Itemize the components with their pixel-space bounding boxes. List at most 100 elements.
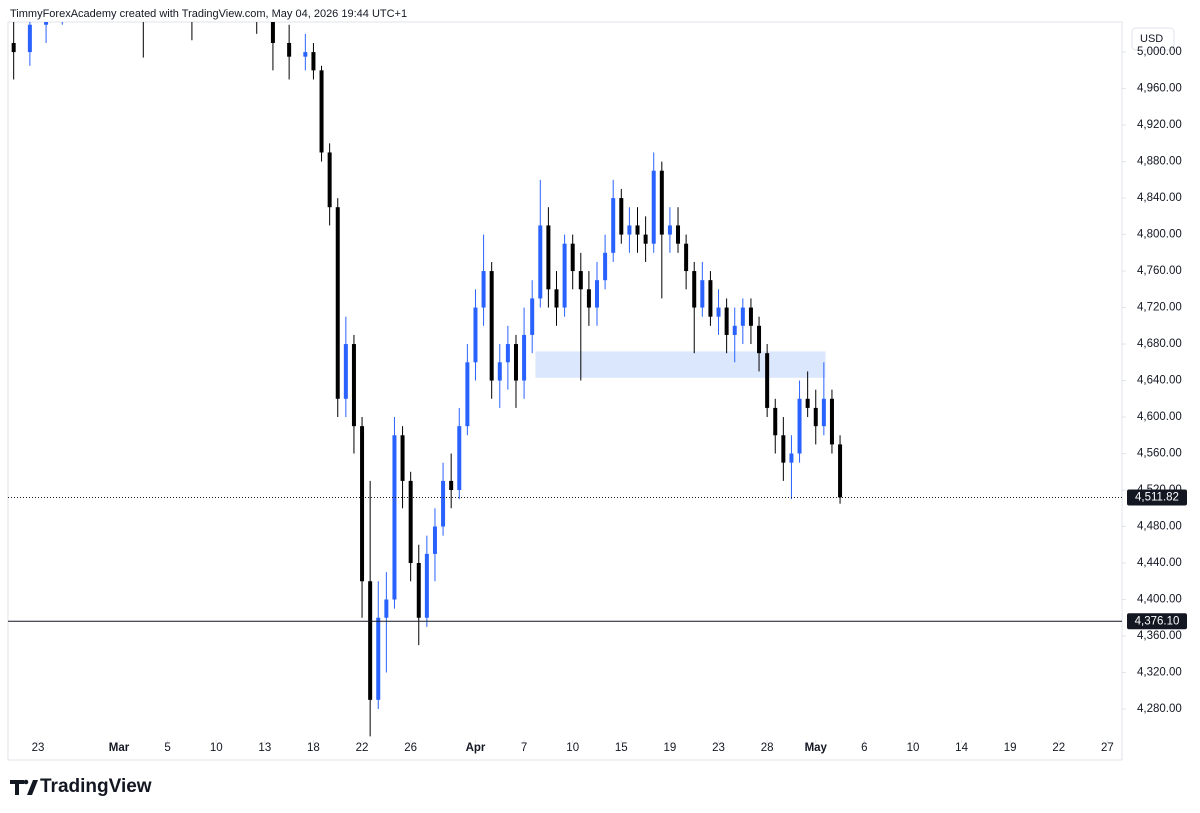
candle-body bbox=[724, 307, 729, 335]
candle-body bbox=[789, 453, 794, 463]
candle-body bbox=[497, 362, 502, 381]
candle-body bbox=[473, 307, 478, 363]
candle-body bbox=[627, 225, 632, 235]
x-tick-label: 13 bbox=[258, 742, 271, 754]
currency-box bbox=[1131, 27, 1175, 51]
y-tick-label: 4,800.00 bbox=[1137, 229, 1182, 241]
candle-body bbox=[578, 271, 583, 290]
candle-body bbox=[538, 225, 543, 299]
y-tick-label: 4,440.00 bbox=[1137, 557, 1182, 569]
candle-body bbox=[635, 225, 640, 235]
y-tick-label: 4,480.00 bbox=[1137, 521, 1182, 533]
candle-body bbox=[797, 398, 802, 454]
candle-body bbox=[416, 563, 421, 618]
candle-body bbox=[765, 353, 770, 408]
candle-body bbox=[343, 344, 348, 399]
x-tick-label: Apr bbox=[466, 742, 486, 754]
x-tick-label: 7 bbox=[521, 742, 527, 754]
candle-body bbox=[838, 444, 843, 498]
candle-body bbox=[327, 152, 332, 208]
candle-body bbox=[781, 435, 786, 463]
candle-body bbox=[60, 0, 64, 6]
currency: USD bbox=[1140, 33, 1163, 45]
candle-body bbox=[465, 362, 470, 427]
candle-body bbox=[700, 280, 705, 308]
candle-body bbox=[424, 553, 429, 618]
candle-body bbox=[303, 52, 308, 57]
y-tick-label: 4,360.00 bbox=[1137, 630, 1182, 642]
plot bbox=[11, 0, 843, 737]
candle-body bbox=[676, 225, 681, 244]
price-level-box bbox=[1127, 613, 1187, 630]
x-tick-label: 14 bbox=[955, 742, 968, 754]
candle-body bbox=[522, 334, 527, 381]
price-level-label: 4,511.82 bbox=[1135, 492, 1179, 504]
x-tick-label: 15 bbox=[615, 742, 628, 754]
candle-body bbox=[335, 207, 340, 399]
candle-body bbox=[684, 243, 689, 272]
candle-body bbox=[805, 398, 810, 408]
candle-body bbox=[505, 344, 510, 363]
candle-body bbox=[667, 225, 672, 235]
y-tick-label: 4,960.00 bbox=[1137, 83, 1182, 95]
candle-body bbox=[659, 170, 664, 235]
x-tick-label: 18 bbox=[307, 742, 320, 754]
candle-body bbox=[384, 599, 389, 618]
candle-body bbox=[392, 435, 397, 600]
y-tick-label: 4,280.00 bbox=[1137, 703, 1182, 715]
candle-body bbox=[481, 271, 486, 308]
candle-body bbox=[376, 617, 381, 700]
candle-body bbox=[562, 243, 567, 308]
candle-body bbox=[368, 581, 373, 700]
x-tick-label: 28 bbox=[761, 742, 774, 754]
candle-body bbox=[400, 435, 405, 481]
price-level-box bbox=[1127, 489, 1187, 506]
y-tick-label: 4,400.00 bbox=[1137, 594, 1182, 606]
x-tick-label: 23 bbox=[32, 742, 45, 754]
candle-body bbox=[643, 234, 648, 244]
candle-body bbox=[740, 307, 745, 326]
y-tick-label: 4,320.00 bbox=[1137, 667, 1182, 679]
candle-body bbox=[449, 480, 454, 491]
candle-body bbox=[570, 243, 575, 272]
candle-body bbox=[408, 480, 413, 564]
candle-body bbox=[748, 307, 753, 326]
candle-body bbox=[530, 298, 535, 335]
y-tick-label: 4,760.00 bbox=[1137, 265, 1182, 277]
candle-body bbox=[489, 271, 494, 381]
candle-body bbox=[432, 526, 437, 554]
x-tick-label: 26 bbox=[404, 742, 417, 754]
candle-body bbox=[351, 344, 356, 427]
brand-logo bbox=[10, 779, 38, 795]
x-tick-label: 23 bbox=[712, 742, 725, 754]
candle-body bbox=[360, 426, 365, 582]
candle-body bbox=[287, 42, 292, 57]
brand: TradingView bbox=[40, 776, 152, 797]
x-tick-label: 6 bbox=[861, 742, 867, 754]
candle-body bbox=[595, 280, 600, 308]
x-tick-label: Mar bbox=[109, 742, 130, 754]
candle-body bbox=[44, 22, 49, 25]
y-tick-label: 4,880.00 bbox=[1137, 156, 1182, 168]
y-tick-label: 4,680.00 bbox=[1137, 338, 1182, 350]
price-level-label: 4,376.10 bbox=[1135, 615, 1180, 627]
candle-body bbox=[270, 22, 275, 43]
x-tick-label: 19 bbox=[1004, 742, 1017, 754]
candle-body bbox=[554, 289, 559, 308]
x-tick-label: May bbox=[805, 742, 828, 754]
candle-body bbox=[619, 198, 624, 235]
candle-body bbox=[603, 252, 608, 281]
x-tick-label: 10 bbox=[566, 742, 579, 754]
candle-body bbox=[11, 42, 16, 53]
y-tick-label: 4,560.00 bbox=[1137, 448, 1182, 460]
x-tick-label: 22 bbox=[1052, 742, 1065, 754]
x-tick-label: 19 bbox=[664, 742, 677, 754]
candle-body bbox=[716, 307, 721, 317]
candle-body bbox=[813, 407, 818, 427]
candle-body bbox=[319, 70, 324, 153]
x-tick-label: 27 bbox=[1101, 742, 1114, 754]
candle-body bbox=[27, 24, 32, 53]
candle-body bbox=[821, 398, 826, 427]
candle-body bbox=[829, 398, 834, 445]
